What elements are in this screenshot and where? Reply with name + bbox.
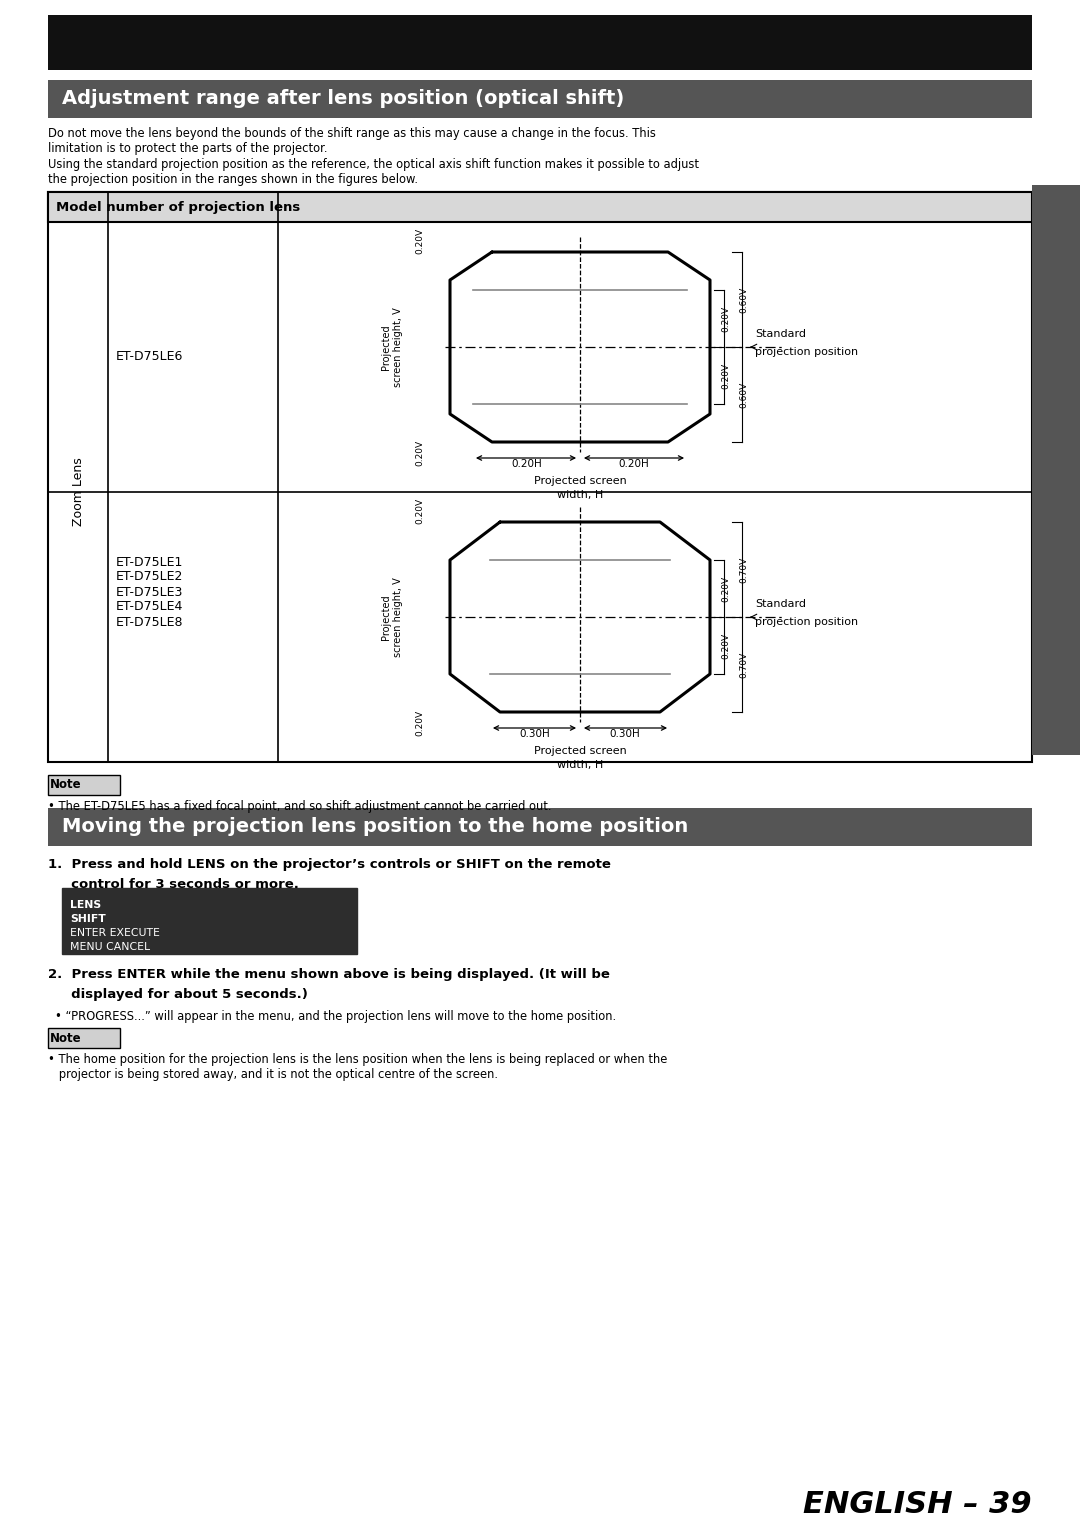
Text: Do not move the lens beyond the bounds of the shift range as this may cause a ch: Do not move the lens beyond the bounds o… <box>48 127 656 156</box>
Text: 1.  Press and hold LENS on the projector’s controls or SHIFT on the remote: 1. Press and hold LENS on the projector’… <box>48 858 611 870</box>
Text: • “PROGRESS...” will appear in the menu, and the projection lens will move to th: • “PROGRESS...” will appear in the menu,… <box>55 1009 616 1023</box>
Text: projection position: projection position <box>755 617 859 628</box>
Text: SHIFT: SHIFT <box>70 915 106 924</box>
Text: 0.20V: 0.20V <box>721 362 730 388</box>
Text: Note: Note <box>50 1032 82 1044</box>
Text: 0.30H: 0.30H <box>519 728 551 739</box>
Bar <box>48 79 1032 118</box>
Text: Moving the projection lens position to the home position: Moving the projection lens position to t… <box>62 817 688 837</box>
Text: ET-D75LE1
ET-D75LE2
ET-D75LE3
ET-D75LE4
ET-D75LE8: ET-D75LE1 ET-D75LE2 ET-D75LE3 ET-D75LE4 … <box>116 556 184 629</box>
Text: 0.20H: 0.20H <box>511 460 542 469</box>
Text: Projected
screen height, V: Projected screen height, V <box>381 577 403 657</box>
Text: Standard: Standard <box>755 328 806 339</box>
Text: 0.20V: 0.20V <box>721 305 730 331</box>
Text: Basic Operation: Basic Operation <box>1047 395 1065 544</box>
Text: 0.20V: 0.20V <box>416 710 424 736</box>
Text: 0.30H: 0.30H <box>609 728 640 739</box>
Text: width, H: width, H <box>557 760 603 770</box>
Text: Note: Note <box>50 779 82 791</box>
Text: Projected screen: Projected screen <box>534 476 626 486</box>
Text: control for 3 seconds or more.: control for 3 seconds or more. <box>48 878 299 890</box>
Text: 0.20V: 0.20V <box>416 440 424 466</box>
Text: Projected screen: Projected screen <box>534 747 626 756</box>
Text: ENTER EXECUTE: ENTER EXECUTE <box>70 928 160 938</box>
Text: 0.70V: 0.70V <box>740 556 748 583</box>
Text: 0.60V: 0.60V <box>740 382 748 408</box>
Text: MENU CANCEL: MENU CANCEL <box>70 942 150 951</box>
Text: projector is being stored away, and it is not the optical centre of the screen.: projector is being stored away, and it i… <box>48 1067 498 1081</box>
Text: 0.20V: 0.20V <box>721 632 730 658</box>
Text: Adjustment range after lens position (optical shift): Adjustment range after lens position (op… <box>62 90 624 108</box>
Text: Projected
screen height, V: Projected screen height, V <box>381 307 403 386</box>
Bar <box>48 808 1032 846</box>
Text: projection position: projection position <box>755 347 859 357</box>
Bar <box>48 15 1032 70</box>
Text: 2.  Press ENTER while the menu shown above is being displayed. (It will be: 2. Press ENTER while the menu shown abov… <box>48 968 610 980</box>
Bar <box>48 192 1032 762</box>
Bar <box>1032 185 1080 754</box>
Text: displayed for about 5 seconds.): displayed for about 5 seconds.) <box>48 988 308 1002</box>
Text: Zoom Lens: Zoom Lens <box>71 458 84 527</box>
Text: 0.20V: 0.20V <box>416 498 424 524</box>
Text: ENGLISH – 39: ENGLISH – 39 <box>804 1490 1032 1519</box>
Bar <box>48 192 1032 221</box>
Bar <box>62 889 357 954</box>
Bar <box>48 1028 120 1048</box>
Text: LENS: LENS <box>70 899 102 910</box>
Text: 0.70V: 0.70V <box>740 652 748 678</box>
Text: Using the standard projection position as the reference, the optical axis shift : Using the standard projection position a… <box>48 157 699 186</box>
Text: 0.60V: 0.60V <box>740 287 748 313</box>
Text: 0.20H: 0.20H <box>618 460 649 469</box>
Bar <box>48 776 120 796</box>
Text: Standard: Standard <box>755 599 806 609</box>
Text: ET-D75LE6: ET-D75LE6 <box>116 351 184 363</box>
Text: • The home position for the projection lens is the lens position when the lens i: • The home position for the projection l… <box>48 1054 667 1066</box>
Text: 0.20V: 0.20V <box>721 576 730 602</box>
Text: 0.20V: 0.20V <box>416 228 424 253</box>
Text: width, H: width, H <box>557 490 603 499</box>
Text: Model number of projection lens: Model number of projection lens <box>56 200 300 214</box>
Text: • The ET-D75LE5 has a fixed focal point, and so shift adjustment cannot be carri: • The ET-D75LE5 has a fixed focal point,… <box>48 800 552 812</box>
